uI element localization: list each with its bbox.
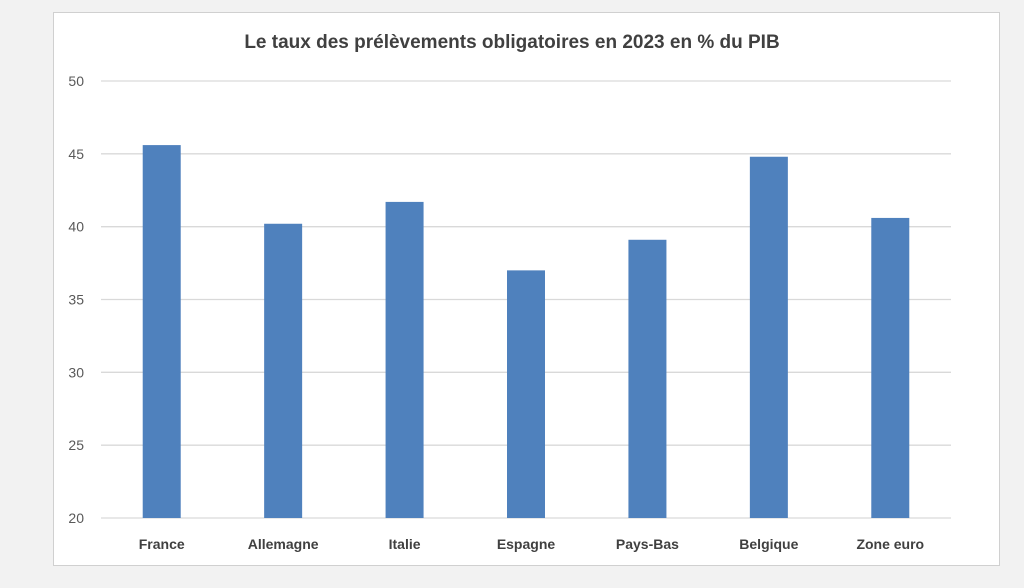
x-tick-label: Pays-Bas <box>616 536 679 552</box>
y-tick-label: 45 <box>68 146 84 162</box>
bar-allemagne <box>264 223 303 518</box>
y-tick-label: 50 <box>68 73 84 89</box>
chart-title: Le taux des prélèvements obligatoires en… <box>244 32 780 53</box>
bar-france <box>142 145 181 519</box>
bar-belgique <box>749 156 788 518</box>
x-tick-label: France <box>139 536 185 552</box>
y-tick-label: 30 <box>68 364 84 380</box>
x-tick-label: Espagne <box>497 536 556 552</box>
y-tick-label: 25 <box>68 437 84 453</box>
x-tick-label: Zone euro <box>856 536 924 552</box>
y-tick-label: 20 <box>68 510 84 526</box>
x-tick-label: Belgique <box>739 536 798 552</box>
bar-italie <box>385 201 424 519</box>
bar-espagne <box>507 270 545 518</box>
x-tick-label: Allemagne <box>248 536 319 552</box>
y-tick-label: 40 <box>68 219 84 235</box>
bar-zone-euro <box>871 217 910 518</box>
x-tick-label: Italie <box>389 536 421 552</box>
y-tick-label: 35 <box>68 292 84 308</box>
bar-pays-bas <box>628 239 667 518</box>
